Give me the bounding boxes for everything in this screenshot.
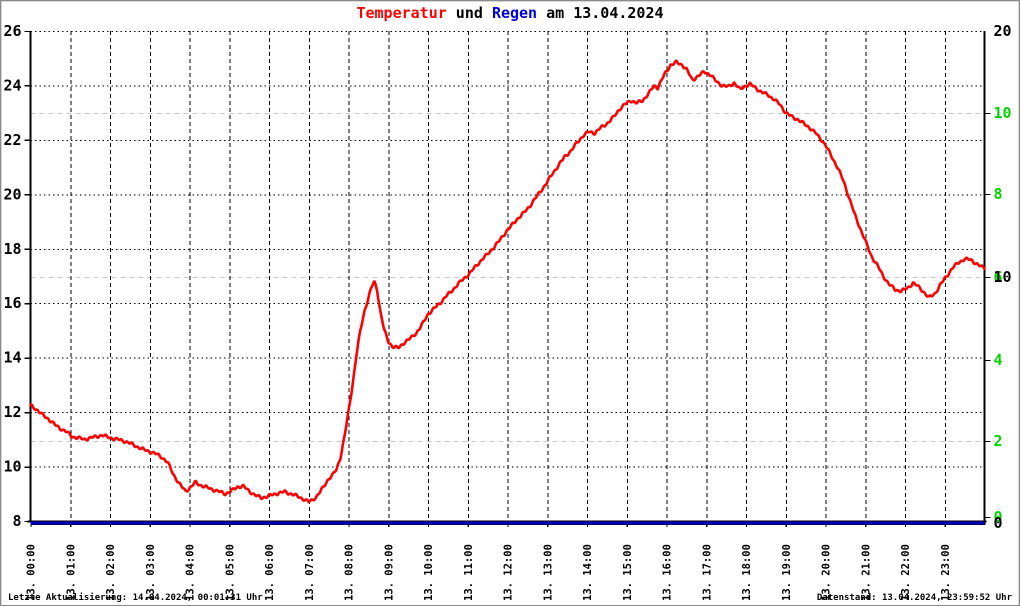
right-axis-black-label: 20 [994,22,1012,40]
x-axis-tick-label: 13. 08:00 [344,544,356,601]
chart-title: Temperatur und Regen am 13.04.2024 [0,4,1020,22]
x-axis-tick-label: 13. 23:00 [940,544,952,601]
right-axis-black-label: 0 [994,514,1003,532]
title-segment: Regen [491,4,538,22]
right-axis-black-label: 10 [994,268,1012,286]
x-axis-tick-label: 13. 12:00 [503,544,515,601]
x-axis-tick-label: 13. 18:00 [741,544,753,601]
temperature-line [29,59,986,504]
x-axis-tick-label: 13. 14:00 [582,544,594,601]
x-axis-tick-label: 13. 01:00 [65,544,77,601]
right-axis-green-label: 2 [994,432,1003,450]
x-axis-tick-label: 13. 07:00 [304,544,316,601]
x-axis-tick-label: 13. 02:00 [105,544,117,601]
x-axis-tick-label: 13. 20:00 [821,544,833,601]
right-axis-green-label: 6 [994,268,1003,286]
x-axis-tick-label: 13. 17:00 [701,544,713,601]
x-axis-tick-label: 13. 21:00 [860,544,872,601]
x-axis-tick-label: 13. 00:00 [26,544,38,601]
data-state-text: Datenstand: 13.04.2024, 23:59:52 Uhr [816,593,1012,603]
left-axis-tick-label: 22 [3,131,21,149]
left-axis-tick-label: 10 [3,458,21,476]
left-axis-tick-label: 8 [12,512,21,530]
title-segment: am 13.04.2024 [537,4,664,22]
left-axis-tick-label: 26 [3,22,21,40]
x-axis-tick-label: 13. 03:00 [145,544,157,601]
x-axis-tick-label: 13. 10:00 [423,544,435,601]
left-axis-tick-label: 14 [3,349,21,367]
left-axis-tick-label: 24 [3,76,21,94]
title-segment: und [446,4,492,22]
left-axis-tick-label: 12 [3,403,21,421]
x-axis-tick-label: 13. 16:00 [662,544,674,601]
x-axis-tick-label: 13. 09:00 [383,544,395,601]
x-axis-tick-label: 13. 13:00 [542,544,554,601]
right-axis-green-label: 0 [994,508,1003,526]
left-axis-tick-label: 16 [3,294,21,312]
title-segment: Temperatur [356,4,447,22]
x-axis-tick-label: 13. 05:00 [224,544,236,601]
x-axis-tick-label: 13. 04:00 [185,544,197,601]
right-axis-green-label: 10 [994,104,1012,122]
x-axis-tick-label: 13. 22:00 [900,544,912,601]
x-axis-tick-label: 13. 19:00 [781,544,793,601]
right-axis-green-label: 8 [994,185,1003,203]
left-axis-tick-label: 18 [3,240,21,258]
left-axis-tick-label: 20 [3,185,21,203]
right-axis-green-label: 4 [994,351,1003,369]
x-axis-tick-label: 13. 06:00 [264,544,276,601]
last-update-text: Letzte Aktualisierung: 14.04.2024, 00:01… [8,593,263,603]
x-axis-tick-label: 13. 11:00 [463,544,475,601]
x-axis-tick-label: 13. 15:00 [622,544,634,601]
